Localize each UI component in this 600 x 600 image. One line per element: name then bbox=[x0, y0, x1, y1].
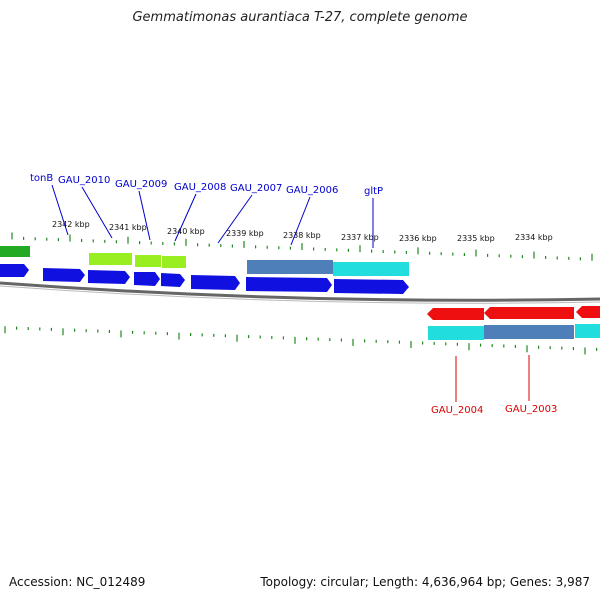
kbp-scale-labels: 2342 kbp 2341 kbp 2340 kbp 2339 kbp 2338 kbp… bbox=[52, 220, 553, 243]
gene-leader-line bbox=[217, 194, 253, 244]
kbp-label: 2335 kbp bbox=[457, 234, 495, 243]
kbp-label: 2336 kbp bbox=[399, 234, 437, 243]
green-feature bbox=[0, 246, 30, 257]
kbp-label: 2339 kbp bbox=[226, 229, 264, 238]
gene-leader-line bbox=[81, 186, 113, 239]
lime-feature-gau-2008 bbox=[162, 256, 186, 268]
forward-gene-label: GAU_2010 bbox=[58, 175, 110, 186]
cds-arrow bbox=[191, 275, 240, 290]
backbone-outer bbox=[0, 281, 600, 302]
kbp-label: 2334 kbp bbox=[515, 233, 553, 242]
reverse-gene-label: GAU_2003 bbox=[505, 404, 557, 415]
kbp-label: 2338 kbp bbox=[283, 231, 321, 240]
kbp-label: 2342 kbp bbox=[52, 220, 90, 229]
reverse-gene-label: GAU_2004 bbox=[431, 405, 483, 416]
gene-leader-line bbox=[138, 190, 151, 241]
gene-labels: tonB GAU_2010 GAU_2009 GAU_2008 GAU_2007 GAU_… bbox=[30, 173, 557, 416]
cds-arrow bbox=[134, 272, 160, 286]
forward-gene-label: GAU_2007 bbox=[230, 183, 282, 194]
cds-arrow bbox=[576, 306, 600, 318]
cds-arrow bbox=[334, 279, 409, 294]
kbp-label: 2337 kbp bbox=[341, 233, 379, 242]
reverse-cds-track bbox=[427, 306, 600, 320]
kbp-label: 2340 kbp bbox=[167, 227, 205, 236]
forward-gene-label: GAU_2009 bbox=[115, 179, 167, 190]
gene-leader-line bbox=[51, 184, 69, 236]
bottom-tick-track bbox=[4, 326, 598, 355]
cds-arrow bbox=[246, 277, 332, 292]
cds-arrow bbox=[484, 307, 574, 319]
accession-text: Accession: NC_012489 bbox=[9, 575, 146, 589]
cds-arrow bbox=[88, 270, 130, 284]
forward-cds-track bbox=[0, 264, 409, 294]
cyan-feature-gau-2004 bbox=[428, 326, 484, 340]
cyan-feature-edge bbox=[575, 324, 600, 338]
map-title: Gemmatimonas aurantiaca T-27, complete g… bbox=[132, 10, 468, 25]
forward-gene-label: gltP bbox=[364, 186, 383, 197]
gene-leader-line bbox=[174, 193, 197, 242]
lime-feature-gau-2009 bbox=[135, 255, 161, 267]
forward-feature-track bbox=[0, 246, 409, 276]
cds-arrow bbox=[43, 268, 85, 282]
steel-feature-gau-2006 bbox=[247, 260, 333, 274]
kbp-label: 2341 kbp bbox=[109, 223, 147, 232]
lime-feature-gau-2010 bbox=[89, 253, 132, 265]
cds-arrow bbox=[0, 264, 29, 277]
cds-arrow bbox=[161, 273, 185, 287]
gene-leader-line bbox=[290, 196, 311, 246]
forward-gene-label: GAU_2006 bbox=[286, 185, 338, 196]
cds-arrow bbox=[427, 308, 484, 320]
forward-gene-label: tonB bbox=[30, 173, 53, 184]
cyan-feature-gltp bbox=[333, 262, 409, 276]
genome-stats-text: Topology: circular; Length: 4,636,964 bp… bbox=[260, 575, 590, 589]
steel-feature-gau-2003 bbox=[484, 325, 574, 339]
forward-gene-label: GAU_2008 bbox=[174, 182, 226, 193]
top-tick-track bbox=[11, 232, 593, 261]
backbone-inner bbox=[0, 285, 600, 304]
reverse-feature-track bbox=[428, 324, 600, 340]
